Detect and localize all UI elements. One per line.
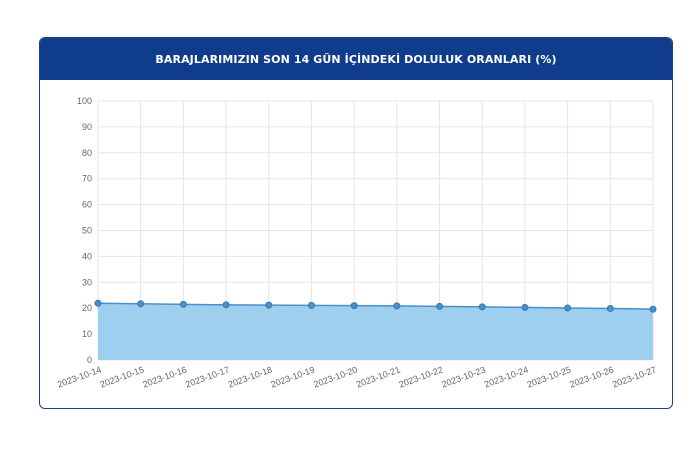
y-tick-label: 10 xyxy=(82,329,92,339)
x-tick-label: 2023-10-26 xyxy=(568,364,615,389)
y-tick-label: 40 xyxy=(82,251,92,261)
data-point xyxy=(521,303,529,311)
data-point xyxy=(606,304,614,312)
y-tick-label: 0 xyxy=(87,355,92,365)
data-point xyxy=(393,302,401,310)
data-point xyxy=(649,305,657,313)
y-tick-label: 30 xyxy=(82,277,92,287)
x-tick-label: 2023-10-18 xyxy=(227,364,274,389)
data-point xyxy=(307,301,315,309)
x-tick-label: 2023-10-27 xyxy=(611,364,658,389)
x-tick-label: 2023-10-19 xyxy=(269,364,316,389)
x-tick-label: 2023-10-14 xyxy=(56,364,103,389)
data-point xyxy=(137,300,145,308)
x-tick-label: 2023-10-23 xyxy=(440,364,487,389)
data-point xyxy=(179,300,187,308)
y-tick-label: 90 xyxy=(82,122,92,132)
series-line xyxy=(97,302,654,310)
x-tick-label: 2023-10-15 xyxy=(99,364,146,389)
x-tick-label: 2023-10-16 xyxy=(141,364,188,389)
data-point xyxy=(94,299,102,307)
y-tick-label: 100 xyxy=(77,96,92,106)
series-area xyxy=(98,303,653,360)
y-tick-label: 70 xyxy=(82,174,92,184)
x-tick-label: 2023-10-17 xyxy=(184,364,231,389)
data-point xyxy=(222,301,230,309)
data-point xyxy=(564,304,572,312)
x-tick-label: 2023-10-21 xyxy=(355,364,402,389)
x-tick-label: 2023-10-24 xyxy=(483,364,530,389)
y-tick-label: 80 xyxy=(82,148,92,158)
x-tick-label: 2023-10-22 xyxy=(398,364,445,389)
x-tick-label: 2023-10-25 xyxy=(526,364,573,389)
data-point xyxy=(265,301,273,309)
chart-header: BARAJLARIMIZIN SON 14 GÜN İÇİNDEKİ DOLUL… xyxy=(40,38,672,80)
y-tick-label: 20 xyxy=(82,303,92,313)
chart-title: BARAJLARIMIZIN SON 14 GÜN İÇİNDEKİ DOLUL… xyxy=(155,52,557,66)
data-point xyxy=(478,303,486,311)
data-point xyxy=(350,302,358,310)
y-tick-label: 50 xyxy=(82,226,92,236)
y-tick-label: 60 xyxy=(82,200,92,210)
x-tick-label: 2023-10-20 xyxy=(312,364,359,389)
data-point xyxy=(436,302,444,310)
